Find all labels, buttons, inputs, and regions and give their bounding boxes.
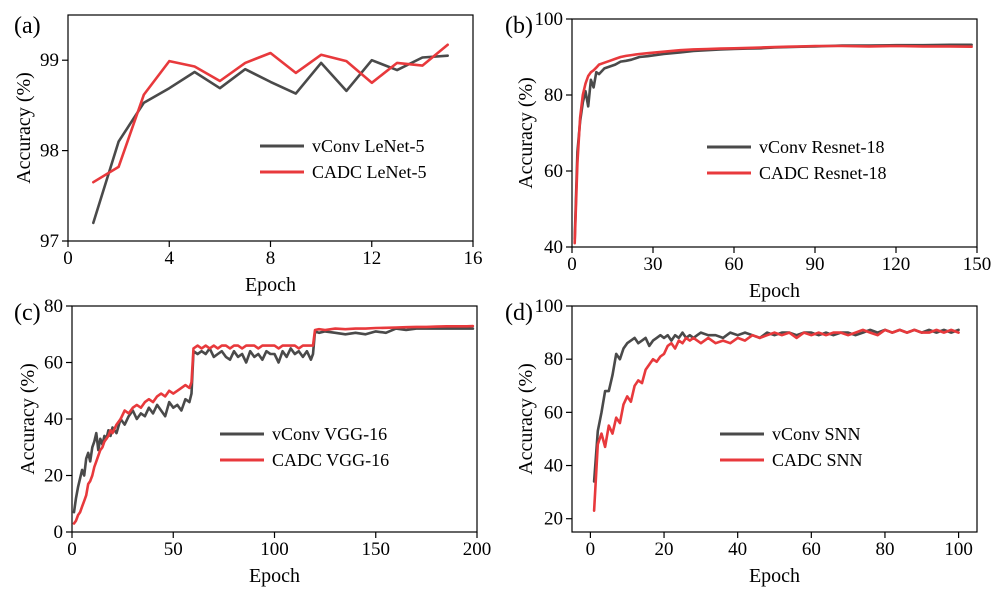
legend: vConv Resnet-18 CADC Resnet-18 — [707, 137, 887, 183]
y-tick-label: 100 — [535, 296, 564, 317]
series-line-vconv — [92, 54, 450, 225]
panel-label: (c) — [14, 300, 41, 326]
plot-frame — [571, 305, 978, 533]
y-tick-label: 40 — [44, 409, 63, 430]
x-tick-label: 12 — [362, 248, 381, 269]
y-tick-label: 40 — [544, 237, 563, 258]
series-line-cadc — [573, 44, 973, 245]
y-tick-label: 60 — [44, 353, 63, 374]
x-axis-label: Epoch — [249, 565, 300, 587]
legend-label: CADC SNN — [772, 450, 863, 470]
x-tick-label: 8 — [266, 248, 276, 269]
plot-frame — [71, 305, 478, 533]
x-tick-label: 16 — [464, 248, 483, 269]
x-tick-label: 60 — [725, 254, 744, 275]
x-axis-label: Epoch — [245, 274, 296, 296]
legend: vConv VGG-16 CADC VGG-16 — [220, 424, 389, 470]
x-tick-label: 100 — [944, 539, 973, 560]
y-tick-label: 98 — [40, 141, 59, 162]
chart-panel-1: 0 4 8 12 16 97 98 99 Epoch Accuracy (%) (a) vConv L… — [13, 13, 483, 296]
y-tick-label: 80 — [544, 349, 563, 370]
x-tick-label: 0 — [63, 248, 73, 269]
y-tick-label: 99 — [40, 50, 59, 71]
x-tick-label: 60 — [802, 539, 821, 560]
legend-label: CADC VGG-16 — [272, 450, 389, 470]
series-line-cadc — [92, 43, 450, 184]
legend: vConv SNN CADC SNN — [720, 424, 863, 470]
legend-label: vConv Resnet-18 — [759, 137, 885, 157]
series-line-vconv — [592, 328, 960, 483]
x-tick-label: 4 — [165, 248, 175, 269]
y-tick-label: 80 — [44, 296, 63, 317]
series-line-cadc — [72, 324, 475, 525]
y-tick-label: 60 — [544, 161, 563, 182]
panel-label: (b) — [505, 13, 533, 39]
x-tick-label: 200 — [463, 539, 492, 560]
x-tick-label: 0 — [67, 539, 77, 560]
plot-frame — [571, 18, 978, 248]
chart-panel-3: 0 50 100 150 200 0 20 40 60 80 Epoch Accuracy (%) (c… — [14, 296, 491, 587]
x-tick-label: 90 — [806, 254, 825, 275]
y-axis-label: Accuracy (%) — [13, 72, 35, 184]
x-axis-label: Epoch — [749, 565, 800, 587]
legend-label: vConv VGG-16 — [272, 424, 387, 444]
series-line-vconv — [72, 327, 475, 514]
legend-label: vConv LeNet-5 — [312, 136, 424, 156]
series-line-cadc — [592, 328, 960, 513]
y-tick-label: 60 — [544, 402, 563, 423]
y-tick-label: 80 — [544, 85, 563, 106]
y-axis-label: Accuracy (%) — [515, 77, 537, 189]
panel-label: (d) — [505, 300, 533, 326]
y-axis-label: Accuracy (%) — [17, 363, 39, 475]
x-tick-label: 50 — [164, 539, 183, 560]
x-tick-label: 100 — [260, 539, 289, 560]
y-tick-label: 100 — [535, 9, 564, 30]
legend-label: vConv SNN — [772, 424, 861, 444]
legend: vConv LeNet-5 CADC LeNet-5 — [260, 136, 426, 182]
y-tick-label: 0 — [54, 522, 64, 543]
y-axis-label: Accuracy (%) — [515, 363, 537, 475]
x-tick-label: 120 — [882, 254, 911, 275]
y-tick-label: 20 — [544, 509, 563, 530]
x-tick-label: 80 — [875, 539, 894, 560]
x-tick-label: 40 — [728, 539, 747, 560]
y-tick-label: 97 — [40, 231, 59, 252]
chart-panel-2: 0 30 60 90 120 150 40 60 80 100 Epoch Accuracy (%) (… — [505, 9, 991, 302]
y-tick-label: 20 — [44, 466, 63, 487]
legend-label: CADC LeNet-5 — [312, 162, 426, 182]
chart-panel-4: 0 20 40 60 80 100 20 40 60 80 100 Epoch Accuracy (%)… — [505, 296, 978, 587]
x-tick-label: 30 — [644, 254, 663, 275]
panel-label: (a) — [14, 13, 41, 39]
legend-label: CADC Resnet-18 — [759, 163, 887, 183]
x-tick-label: 0 — [586, 539, 596, 560]
x-tick-label: 150 — [362, 539, 391, 560]
x-axis-label: Epoch — [749, 280, 800, 302]
x-tick-label: 20 — [655, 539, 674, 560]
x-tick-label: 150 — [963, 254, 992, 275]
y-tick-label: 40 — [544, 456, 563, 477]
x-tick-label: 0 — [567, 254, 577, 275]
